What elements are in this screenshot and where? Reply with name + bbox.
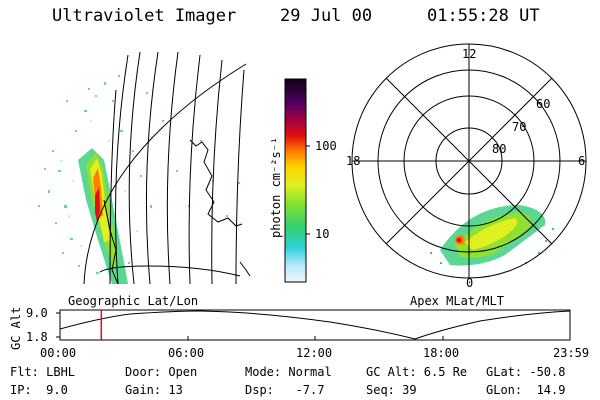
status-glon: GLon: 14.9	[486, 383, 566, 397]
status-ip: IP: 9.0	[10, 383, 68, 397]
timeline-xtick-1200: 12:00	[296, 346, 333, 360]
coastline	[189, 139, 251, 277]
status-gc-alt: GC Alt: 6.5 Re	[366, 365, 468, 379]
status-door: Door: Open	[125, 365, 198, 379]
gc-altitude-curve	[59, 310, 571, 340]
colorbar	[284, 78, 310, 283]
orbit-timeline	[56, 309, 571, 341]
mlt-label-6: 6	[578, 154, 586, 168]
status-seq: Seq: 39	[366, 383, 417, 397]
date-label: 29 Jul 00	[280, 6, 373, 26]
status-mode: Mode: Normal	[245, 365, 332, 379]
mlt-label-0: 0	[466, 276, 474, 290]
status-filter: Flt: LBHL	[10, 365, 76, 379]
timeline-ytick-1-8: 1.8	[26, 330, 48, 344]
timeline-ytick-9: 9.0	[26, 306, 48, 320]
lat-label-60: 60	[536, 97, 551, 111]
colorbar-unit-label: photon cm⁻²s⁻¹	[269, 136, 283, 238]
lat-label-70: 70	[512, 120, 527, 134]
colorbar-tick-10: 10	[315, 227, 330, 241]
timeline-ylabel: GC Alt	[9, 306, 23, 350]
timeline-xtick-0600: 06:00	[168, 346, 205, 360]
timeline-xtick-1800: 18:00	[423, 346, 460, 360]
aurora-speckle	[38, 75, 240, 274]
colorbar-tick-100: 100	[315, 139, 337, 153]
polar-caption: Apex MLat/MLT	[410, 294, 504, 308]
status-gain: Gain: 13	[125, 383, 183, 397]
timeline-xtick-0000: 00:00	[40, 346, 77, 360]
instrument-title: Ultraviolet Imager	[52, 6, 237, 26]
status-glat: GLat: -50.8	[486, 365, 566, 379]
apex-polar-plot	[351, 43, 587, 279]
geographic-caption: Geographic Lat/Lon	[68, 294, 199, 308]
lat-label-80: 80	[492, 142, 507, 156]
lat-lon-grid	[83, 52, 247, 284]
timeline-xtick-2359: 23:59	[553, 346, 590, 360]
mlt-label-12: 12	[462, 47, 477, 61]
geographic-map	[38, 52, 251, 284]
time-label: 01:55:28 UT	[427, 6, 540, 26]
mlt-label-18: 18	[346, 154, 361, 168]
polar-aurora	[430, 205, 554, 266]
status-dsp: Dsp: -7.7	[245, 383, 325, 397]
